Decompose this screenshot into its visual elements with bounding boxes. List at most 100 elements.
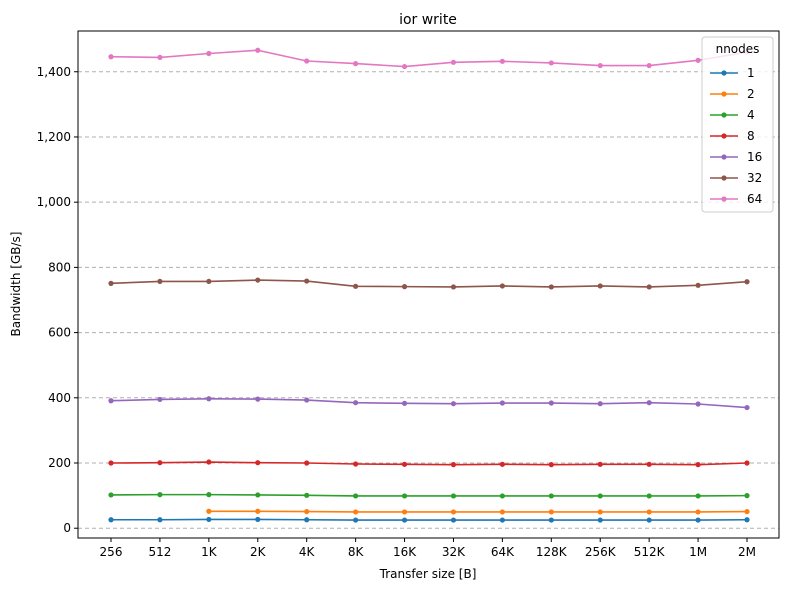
legend-swatch-marker: [721, 196, 727, 202]
x-tick-label: 512K: [634, 545, 666, 559]
x-tick-label: 4K: [299, 545, 316, 559]
data-point: [206, 278, 212, 285]
series-32: [108, 277, 750, 290]
data-point: [353, 61, 359, 67]
series-4: [108, 492, 750, 499]
data-point: [255, 277, 261, 283]
data-point: [108, 280, 114, 286]
data-point: [206, 508, 212, 514]
y-tick-label: 800: [48, 260, 71, 274]
data-point: [548, 509, 554, 515]
data-point: [353, 493, 359, 499]
data-point: [450, 284, 457, 290]
data-point: [548, 517, 554, 523]
x-tick-label: 8K: [348, 545, 365, 559]
legend-entry-label: 1: [747, 66, 755, 80]
data-point: [744, 404, 750, 411]
data-point: [353, 517, 359, 523]
legend-entry-label: 4: [747, 108, 755, 122]
data-point: [157, 517, 163, 523]
data-point: [108, 460, 114, 466]
data-point: [450, 401, 457, 407]
data-point: [744, 279, 750, 285]
data-point: [548, 284, 554, 290]
legend-entry-label: 64: [747, 192, 762, 206]
x-tick-label: 2K: [250, 545, 267, 559]
data-point: [744, 508, 750, 515]
x-tick-label: 64K: [491, 545, 515, 559]
data-point: [255, 47, 261, 53]
x-tick-label: 2M: [738, 545, 756, 559]
data-point: [597, 509, 603, 515]
data-point: [695, 282, 701, 288]
legend-entry-label: 8: [747, 129, 755, 143]
data-point: [695, 509, 701, 515]
data-point: [499, 58, 505, 64]
data-point: [499, 283, 505, 289]
data-point: [255, 492, 261, 498]
series-layer: [108, 47, 750, 523]
legend-swatch-marker: [721, 70, 727, 76]
data-point: [401, 461, 408, 467]
series-1: [108, 516, 750, 523]
data-point: [646, 517, 652, 523]
gridlines: [78, 71, 779, 529]
data-point: [157, 492, 163, 498]
legend-entry-label: 32: [747, 171, 762, 185]
data-point: [401, 509, 408, 515]
data-point: [695, 493, 701, 499]
data-point: [157, 396, 163, 403]
data-point: [206, 492, 212, 498]
y-tick-label: 400: [48, 391, 71, 405]
data-point: [499, 493, 505, 499]
plot-frame: [77, 30, 780, 539]
series-line: [110, 397, 748, 409]
data-point: [255, 508, 261, 514]
series-line: [110, 493, 748, 497]
data-point: [304, 492, 310, 498]
data-point: [646, 62, 652, 69]
data-point: [450, 517, 457, 523]
series-2: [206, 508, 750, 515]
data-point: [646, 461, 652, 467]
data-point: [597, 517, 603, 523]
x-tick-label: 128K: [536, 545, 568, 559]
data-point: [304, 278, 310, 284]
y-tick-label: 1,000: [37, 195, 71, 209]
data-point: [304, 460, 310, 466]
y-axis-label: Bandwidth [GB/s]: [9, 232, 23, 337]
data-point: [401, 284, 408, 290]
chart-title: ior write: [399, 12, 457, 28]
x-axis: 256 512 1K 2K 4K 8K 16K 32K 64K 128K 256K 512K 1M 2M: [100, 538, 756, 559]
data-point: [304, 508, 310, 515]
data-point: [597, 401, 603, 407]
data-point: [499, 509, 505, 515]
data-point: [450, 509, 457, 515]
data-point: [401, 517, 408, 523]
data-point: [206, 396, 212, 402]
x-axis-label: Transfer size [B]: [379, 567, 477, 581]
y-tick-label: 1,400: [37, 65, 71, 79]
series-line: [111, 518, 748, 521]
data-point: [646, 400, 652, 406]
x-tick-label: 512: [148, 545, 171, 559]
data-point: [206, 516, 212, 523]
data-point: [548, 462, 554, 468]
data-point: [499, 461, 505, 467]
legend-entry-label: 16: [747, 150, 762, 164]
data-point: [499, 400, 505, 406]
legend: nnodes 1 2 4 8 16 32 64: [701, 36, 774, 213]
series-line: [110, 461, 748, 466]
x-tick-label: 16K: [393, 545, 417, 559]
y-tick-label: 200: [48, 456, 71, 470]
data-point: [108, 517, 114, 523]
data-point: [304, 517, 310, 523]
data-point: [744, 517, 750, 523]
data-point: [206, 459, 212, 465]
legend-swatch-marker: [721, 175, 727, 181]
series-64: [108, 47, 750, 70]
data-point: [353, 400, 359, 406]
x-tick-label: 32K: [442, 545, 466, 559]
data-point: [597, 461, 603, 467]
x-tick-label: 256: [100, 545, 123, 559]
